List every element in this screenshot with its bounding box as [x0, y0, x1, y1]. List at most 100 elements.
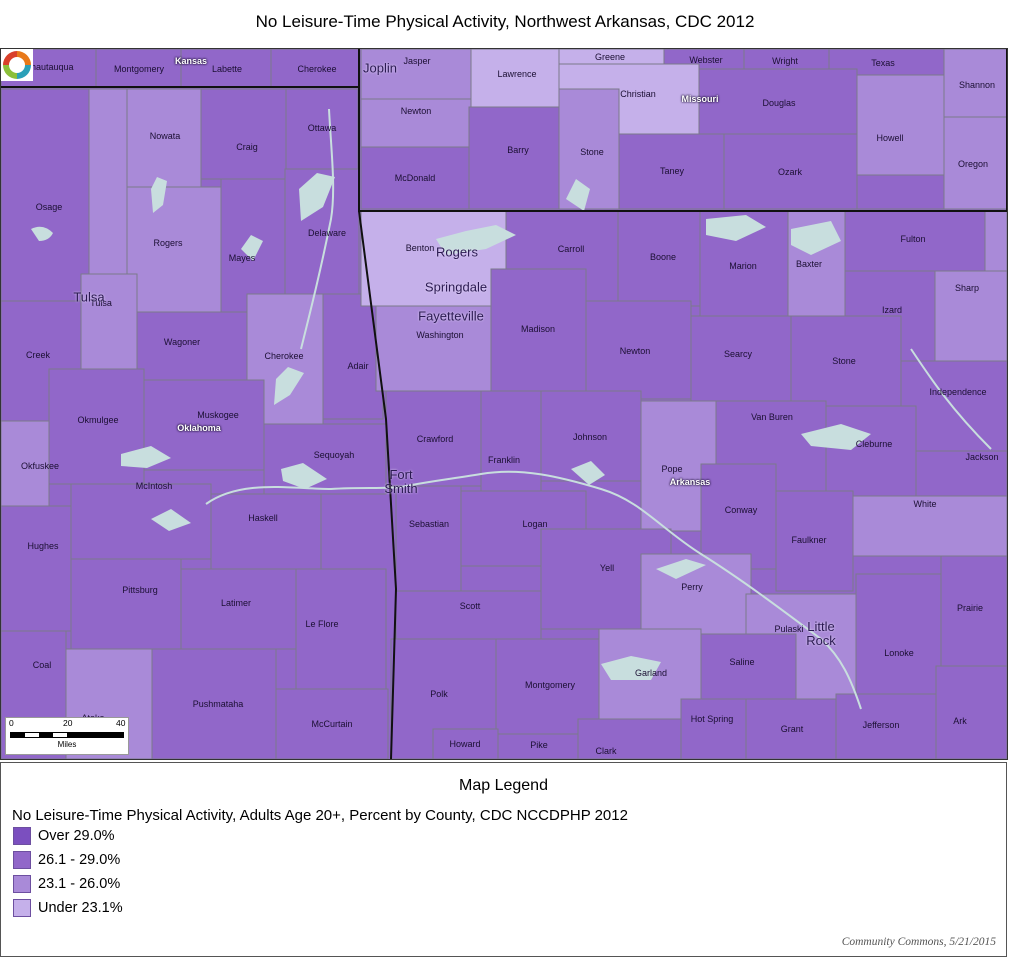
- county-label: Pulaski: [774, 624, 804, 634]
- county-label: Christian: [620, 89, 656, 99]
- county-label: Faulkner: [791, 535, 827, 545]
- scale-unit: Miles: [57, 740, 77, 749]
- county-label: Webster: [689, 55, 723, 65]
- county-label: Tulsa: [90, 298, 112, 308]
- county-label: Cleburne: [855, 439, 893, 449]
- county-label: Johnson: [572, 432, 608, 442]
- state-label: Missouri: [681, 94, 719, 104]
- county-label: Barry: [507, 145, 529, 155]
- county-label: Marion: [729, 261, 757, 271]
- kansas-counties: [1, 49, 360, 88]
- county-label: Sebastian: [408, 519, 450, 529]
- county-label: Baxter: [795, 259, 823, 269]
- state-label: Oklahoma: [177, 423, 221, 433]
- county-label: Yell: [599, 563, 615, 573]
- legend-swatch: [13, 827, 31, 845]
- legend-label: Over 29.0%: [38, 828, 115, 844]
- county-label: Logan: [522, 519, 548, 529]
- county-label: Labette: [211, 64, 243, 74]
- scale-bar-graphic: [10, 732, 124, 738]
- county-label: Jefferson: [862, 720, 900, 730]
- legend-swatch: [13, 851, 31, 869]
- county-label: Searcy: [723, 349, 753, 359]
- county-label: Oregon: [957, 159, 989, 169]
- county-label: Okmulgee: [77, 415, 119, 425]
- county-label: Wagoner: [163, 337, 201, 347]
- county-label: Pushmataha: [192, 699, 244, 709]
- county-label: Independence: [929, 387, 987, 397]
- legend-item-26-29: 26.1 - 29.0%: [13, 851, 120, 871]
- legend-swatch: [13, 899, 31, 917]
- county-label: Pope: [661, 464, 683, 474]
- county-label: Adair: [347, 361, 369, 371]
- county-label: Okfuskee: [20, 461, 60, 471]
- county-label: Pike: [530, 740, 548, 750]
- county-label: Le Flore: [305, 619, 339, 629]
- county-label: Izard: [881, 305, 903, 315]
- county-label: Lonoke: [884, 648, 914, 658]
- county-label: Van Buren: [751, 412, 793, 422]
- county-label: Saline: [729, 657, 755, 667]
- county-label: Washington: [416, 330, 464, 340]
- county-label: Montgomery: [113, 64, 165, 74]
- county-label: Ark: [953, 716, 967, 726]
- county-label: Carroll: [557, 244, 585, 254]
- county-label: Taney: [659, 166, 685, 176]
- city-label: Tulsa: [73, 289, 105, 305]
- county-label: Clark: [595, 746, 617, 756]
- legend-subtitle: No Leisure-Time Physical Activity, Adult…: [12, 807, 628, 824]
- legend-item-23-26: 23.1 - 26.0%: [13, 875, 120, 895]
- county-label: Haskell: [248, 513, 278, 523]
- arkansas-river: [205, 108, 992, 710]
- county-label: Rogers: [153, 238, 183, 248]
- county-label: Ottawa: [307, 123, 337, 133]
- city-label: Springdale: [424, 279, 488, 295]
- city-label: Fayetteville: [418, 308, 484, 324]
- county-label: Hughes: [27, 541, 59, 551]
- county-label: Newton: [619, 346, 651, 356]
- county-label: Latimer: [220, 598, 252, 608]
- county-label: Stone: [580, 147, 604, 157]
- county-label: Howell: [876, 133, 904, 143]
- county-label: Craig: [236, 142, 258, 152]
- state-label: Arkansas: [669, 477, 711, 487]
- county-label: Franklin: [487, 455, 521, 465]
- city-label: Little Rock: [806, 619, 836, 648]
- legend-label: 23.1 - 26.0%: [38, 876, 121, 892]
- county-label: McIntosh: [135, 481, 173, 491]
- legend-item-under-23: Under 23.1%: [13, 899, 123, 919]
- county-label: Shannon: [958, 80, 996, 90]
- legend-title: Map Legend: [459, 777, 548, 794]
- map-legend: Map Legend No Leisure-Time Physical Acti…: [0, 762, 1007, 957]
- map-canvas: [1, 49, 1007, 759]
- missouri-counties: [360, 49, 1007, 210]
- county-label: Jackson: [965, 452, 999, 462]
- county-label: Ozark: [777, 167, 803, 177]
- county-label: Coal: [32, 660, 52, 670]
- county-label: Greene: [594, 52, 626, 62]
- county-label: Stone: [832, 356, 856, 366]
- county-label: Douglas: [762, 98, 796, 108]
- city-label: Joplin: [363, 60, 397, 76]
- state-label: Kansas: [174, 56, 208, 66]
- scale-tick: 40: [116, 718, 126, 728]
- choropleth-map[interactable]: Chautauqua Montgomery Labette Cherokee J…: [0, 48, 1008, 760]
- legend-item-over-29: Over 29.0%: [13, 827, 115, 847]
- state-borders: [1, 49, 1007, 759]
- county-label: Crawford: [416, 434, 454, 444]
- county-label: Sequoyah: [313, 450, 355, 460]
- county-label: Jasper: [403, 56, 431, 66]
- county-label: Hot Spring: [690, 714, 734, 724]
- scale-tick: 20: [63, 718, 73, 728]
- county-label: Grant: [780, 724, 804, 734]
- county-label: Osage: [35, 202, 63, 212]
- county-label: McDonald: [394, 173, 436, 183]
- county-label: Montgomery: [524, 680, 576, 690]
- county-label: Cherokee: [297, 64, 337, 74]
- city-label: Rogers: [436, 244, 478, 260]
- legend-label: Under 23.1%: [38, 900, 123, 916]
- community-commons-logo: [1, 49, 33, 81]
- legend-label: 26.1 - 29.0%: [38, 852, 121, 868]
- county-label: Delaware: [307, 228, 347, 238]
- county-label: Creek: [25, 350, 51, 360]
